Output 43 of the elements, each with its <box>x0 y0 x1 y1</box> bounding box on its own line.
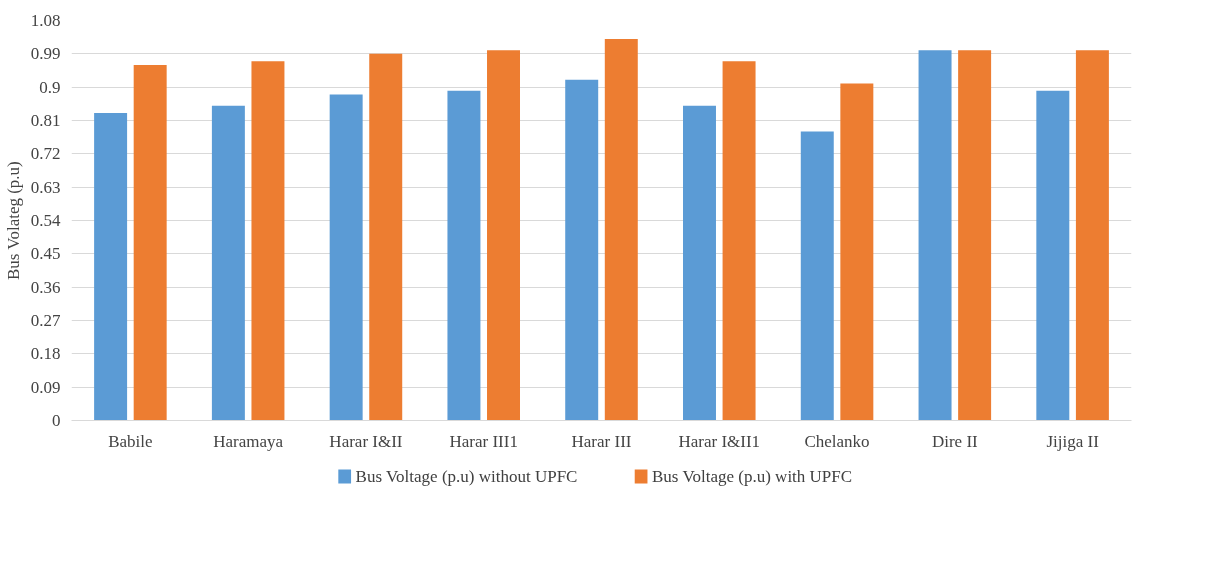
bar <box>840 83 874 421</box>
y-tick-label: 0.81 <box>30 111 61 130</box>
bar <box>565 79 599 421</box>
x-tick-label: Babile <box>108 431 153 451</box>
bar <box>369 53 403 421</box>
x-tick-label: Chelanko <box>804 431 870 451</box>
y-tick-label: 0.54 <box>30 211 61 230</box>
y-axis-title: Bus Volateg (p.u) <box>3 161 23 281</box>
y-tick-label: 0.99 <box>30 44 61 64</box>
bar <box>133 64 167 421</box>
x-tick-label: Dire II <box>931 431 979 451</box>
bar <box>487 50 520 421</box>
bar <box>1075 50 1109 421</box>
legend-label: Bus Voltage (p.u) with UPFC <box>652 467 853 486</box>
y-tick-label: 0.63 <box>30 177 61 197</box>
x-tick-label: Harar I&II <box>329 431 403 451</box>
x-tick-label: Harar III <box>571 431 632 451</box>
bar <box>604 39 638 421</box>
y-tick-label: 0.45 <box>30 244 61 264</box>
bar <box>211 105 245 421</box>
bar <box>918 50 952 421</box>
x-tick-label: Harar I&II1 <box>678 431 761 451</box>
bar <box>329 94 363 421</box>
y-tick-label: 0.27 <box>30 311 61 330</box>
bar <box>447 90 481 421</box>
x-tick-label: Jijiga II <box>1046 431 1100 451</box>
bar <box>1036 90 1070 421</box>
bar <box>251 61 285 421</box>
legend-label: Bus Voltage (p.u) without UPFC <box>355 467 578 486</box>
bar <box>94 113 128 421</box>
bar <box>800 131 834 421</box>
x-tick-label: Harar III1 <box>449 431 518 451</box>
y-tick-label: 0 <box>52 411 61 430</box>
y-tick-label: 0.9 <box>39 77 61 97</box>
y-tick-label: 0.72 <box>30 144 61 164</box>
y-tick-label: 1.08 <box>30 11 61 30</box>
bar <box>958 50 992 421</box>
y-tick-label: 0.36 <box>30 277 61 297</box>
y-tick-label: 0.18 <box>30 344 61 364</box>
bar <box>722 61 756 421</box>
x-tick-label: Haramaya <box>213 431 284 451</box>
bar <box>683 105 716 421</box>
y-tick-label: 0.09 <box>30 377 61 397</box>
